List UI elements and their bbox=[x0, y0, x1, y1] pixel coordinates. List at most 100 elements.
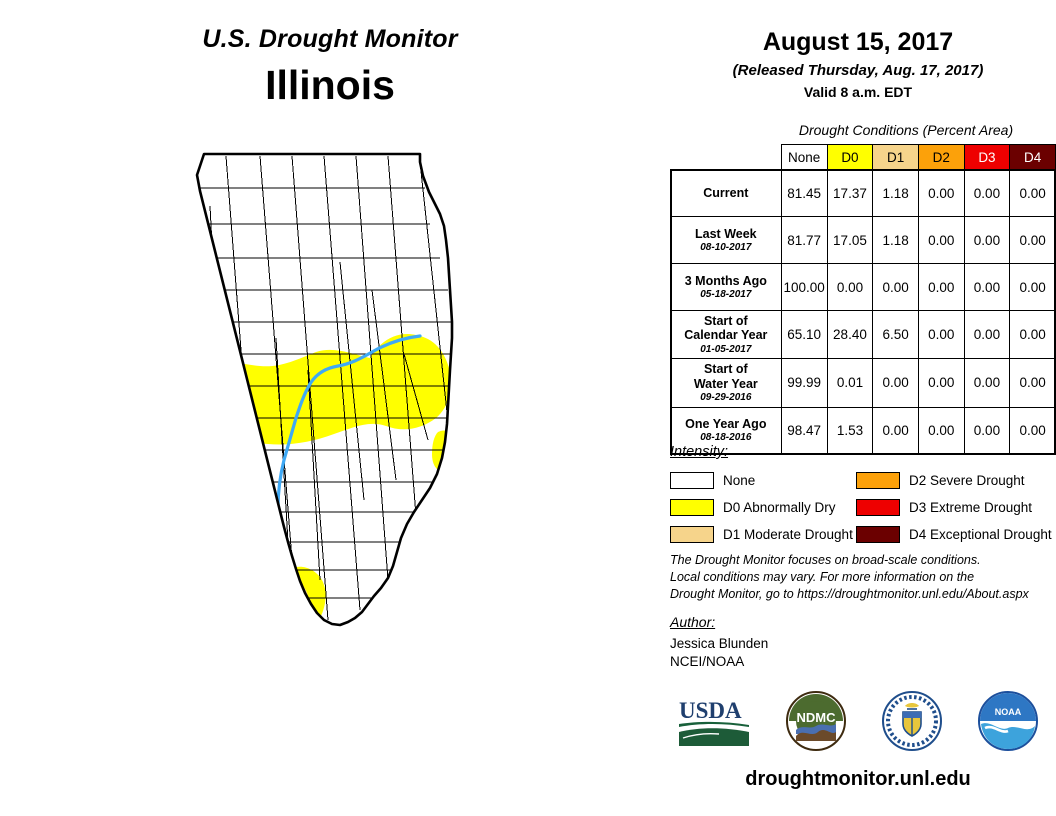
cell-d3: 0.00 bbox=[963, 406, 1011, 455]
legend-label: D1 Moderate Drought bbox=[723, 526, 853, 542]
legend-item: D0 Abnormally Dry bbox=[670, 495, 853, 519]
table-row: Start of Calendar Year 01-05-2017 65.10 28.4… bbox=[670, 309, 1056, 360]
drought-conditions-table: None D0 D1 D2 D3 D4 Current 81.45 17.37 1.18 0.00… bbox=[670, 144, 1056, 455]
col-header-d3: D3 bbox=[963, 144, 1011, 170]
row-label: Start of Water Year 09-29-2016 bbox=[670, 358, 782, 408]
cell-d2: 0.00 bbox=[917, 358, 965, 408]
noaa-logo: NOAA bbox=[977, 690, 1039, 757]
legend-swatch-right-1 bbox=[856, 498, 900, 516]
cell-d2: 0.00 bbox=[917, 309, 965, 360]
row-label-main: 3 Months Ago bbox=[684, 273, 767, 288]
cell-none: 98.47 bbox=[780, 406, 828, 455]
state-outline bbox=[195, 152, 454, 627]
cell-none: 100.00 bbox=[780, 263, 828, 311]
col-header-none: None bbox=[780, 144, 828, 170]
col-header-d0: D0 bbox=[826, 144, 874, 170]
table-corner-cell bbox=[671, 145, 782, 170]
legend-swatch-left-1 bbox=[670, 498, 714, 516]
cell-d4: 0.00 bbox=[1009, 263, 1056, 311]
legend-label: D4 Exceptional Drought bbox=[909, 526, 1052, 542]
state-name-title: Illinois bbox=[265, 61, 395, 108]
cell-d1: 0.00 bbox=[872, 406, 919, 455]
released-date: (Released Thursday, Aug. 17, 2017) bbox=[732, 61, 984, 79]
legend-swatch-left-2 bbox=[670, 525, 714, 543]
legend-column-right: D2 Severe Drought D3 Extreme Drought D4 Ex… bbox=[856, 468, 1052, 549]
row-label-main: One Year Ago bbox=[685, 417, 767, 432]
ndmc-logo: NDMC bbox=[785, 690, 847, 757]
map-panel: U.S. Drought Monitor Illinois bbox=[0, 25, 660, 790]
cell-d1: 0.00 bbox=[872, 358, 919, 408]
legend-item: None bbox=[670, 468, 853, 492]
svg-text:NOAA: NOAA bbox=[995, 707, 1022, 717]
cell-d0: 0.00 bbox=[826, 263, 874, 311]
row-label-date: 08-18-2016 bbox=[700, 432, 752, 444]
usda-logo: USDA bbox=[677, 694, 751, 753]
cell-d0: 28.40 bbox=[826, 309, 874, 360]
cell-d4: 0.00 bbox=[1009, 358, 1056, 408]
row-label-date: 09-29-2016 bbox=[700, 392, 752, 403]
legend-label: D3 Extreme Drought bbox=[909, 499, 1033, 515]
row-label: Current bbox=[670, 169, 782, 217]
cell-d0: 17.37 bbox=[826, 169, 874, 217]
row-label-date: 05-18-2017 bbox=[700, 288, 752, 300]
cell-none: 99.99 bbox=[780, 358, 828, 408]
cell-d3: 0.00 bbox=[963, 309, 1011, 360]
legend-label: D2 Severe Drought bbox=[909, 472, 1025, 488]
cell-d0: 17.05 bbox=[826, 216, 874, 264]
date-block: August 15, 2017 (Released Thursday, Aug.… bbox=[660, 28, 1056, 100]
cell-none: 65.10 bbox=[780, 309, 828, 360]
author-name: Jessica Blunden bbox=[670, 636, 769, 651]
table-caption: Drought Conditions (Percent Area) bbox=[798, 122, 1014, 138]
partner-logos: USDA NDMC bbox=[660, 690, 1056, 757]
legend-swatch-right-0 bbox=[856, 471, 900, 489]
cell-d4: 0.00 bbox=[1009, 309, 1056, 360]
cell-d4: 0.00 bbox=[1009, 406, 1056, 455]
table-header-row: None D0 D1 D2 D3 D4 bbox=[671, 144, 1056, 170]
illinois-drought-map[interactable] bbox=[120, 140, 550, 790]
cell-d2: 0.00 bbox=[917, 216, 965, 264]
cell-d3: 0.00 bbox=[963, 169, 1011, 217]
legend-item: D4 Exceptional Drought bbox=[856, 522, 1052, 546]
drought-monitor-title: U.S. Drought Monitor bbox=[202, 25, 458, 53]
cell-d2: 0.00 bbox=[917, 406, 965, 455]
cell-d0: 0.01 bbox=[826, 358, 874, 408]
cell-d4: 0.00 bbox=[1009, 169, 1056, 217]
row-label-date: 01-05-2017 bbox=[700, 343, 752, 355]
svg-text:NDMC: NDMC bbox=[797, 710, 837, 725]
cell-d1: 1.18 bbox=[872, 169, 919, 217]
disclaimer-line-1: The Drought Monitor focuses on broad-sca… bbox=[670, 553, 981, 567]
valid-time: Valid 8 a.m. EDT bbox=[803, 83, 913, 100]
cell-d3: 0.00 bbox=[963, 358, 1011, 408]
row-label-main: Last Week bbox=[695, 226, 757, 241]
cell-none: 81.45 bbox=[780, 169, 828, 217]
table-row: 3 Months Ago 05-18-2017 100.00 0.00 0.00 0.00… bbox=[670, 263, 1056, 311]
cell-d1: 1.18 bbox=[872, 216, 919, 264]
legend-swatch-right-2 bbox=[856, 525, 900, 543]
cell-d3: 0.00 bbox=[963, 216, 1011, 264]
table-row: Current 81.45 17.37 1.18 0.00 0.00 0.00 bbox=[670, 169, 1056, 217]
row-label-main: Current bbox=[703, 185, 749, 200]
valid-date: August 15, 2017 bbox=[762, 28, 954, 56]
legend-item: D2 Severe Drought bbox=[856, 468, 1052, 492]
row-label-date: 08-10-2017 bbox=[700, 241, 752, 253]
disclaimer-text: The Drought Monitor focuses on broad-sca… bbox=[670, 552, 1056, 603]
legend-item: D3 Extreme Drought bbox=[856, 495, 1052, 519]
legend-swatch-left-0 bbox=[670, 471, 714, 489]
table-row: Last Week 08-10-2017 81.77 17.05 1.18 0.00 0.0… bbox=[670, 216, 1056, 264]
row-label: Start of Calendar Year 01-05-2017 bbox=[670, 309, 782, 360]
legend-column-left: None D0 Abnormally Dry D1 Moderate Drought bbox=[670, 468, 853, 549]
author-affiliation: NCEI/NOAA bbox=[670, 654, 745, 669]
cell-d2: 0.00 bbox=[917, 169, 965, 217]
cell-d1: 0.00 bbox=[872, 263, 919, 311]
cell-d0: 1.53 bbox=[826, 406, 874, 455]
legend-label: None bbox=[723, 472, 756, 488]
map-title-block: U.S. Drought Monitor Illinois bbox=[0, 25, 660, 111]
site-url[interactable]: droughtmonitor.unl.edu bbox=[745, 768, 971, 790]
cell-d4: 0.00 bbox=[1009, 216, 1056, 264]
legend-item: D1 Moderate Drought bbox=[670, 522, 853, 546]
cell-d3: 0.00 bbox=[963, 263, 1011, 311]
info-panel: August 15, 2017 (Released Thursday, Aug.… bbox=[660, 0, 1056, 816]
svg-text:USDA: USDA bbox=[679, 698, 742, 723]
author-label: Author: bbox=[670, 614, 716, 630]
col-header-d1: D1 bbox=[872, 144, 919, 170]
